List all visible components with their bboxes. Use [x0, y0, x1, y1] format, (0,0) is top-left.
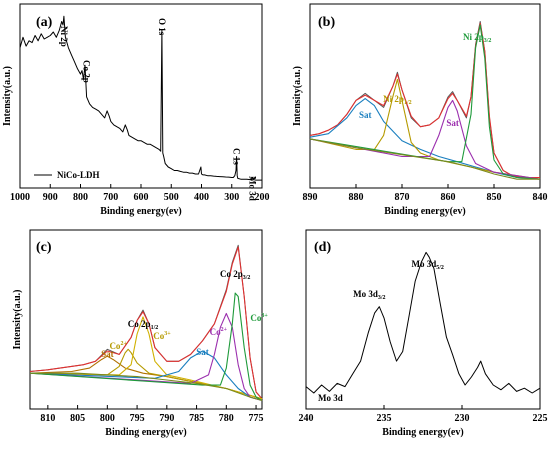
x-tick-label: 890 — [303, 192, 318, 203]
panel-label: (d) — [314, 240, 331, 255]
x-tick-label: 700 — [103, 192, 118, 203]
peak-label: C 1s — [232, 148, 242, 165]
peak-label: Sat — [359, 110, 372, 120]
y-axis-title: Intensity(a.u.) — [292, 66, 303, 126]
series-line-envelope — [29, 246, 263, 400]
peak-label: Mo 3d5/2 — [411, 259, 443, 271]
peak-label: Mo 3d — [247, 176, 257, 201]
series-line-raw — [309, 21, 540, 178]
panel-d: 240 235 230 225 Binding energy(ev) (d) Mo 3d5/… — [299, 229, 548, 438]
series-line-co3-778- — [29, 292, 263, 401]
x-tick-label: 840 — [533, 192, 548, 203]
series-line-ni-2p3-2 — [309, 24, 541, 180]
series-line-envelope — [309, 22, 540, 179]
peak-label: Co 2p — [82, 60, 92, 83]
peak-label: O 1s — [157, 18, 167, 36]
x-tick-label: 200 — [255, 192, 270, 203]
plot-frame — [19, 3, 263, 189]
peak-label: Co 2p1/2 — [128, 319, 158, 331]
x-tick-label: 860 — [441, 192, 456, 203]
x-tick-label: 800 — [73, 192, 88, 203]
x-tick-label: 225 — [533, 413, 548, 424]
y-axis-title: Intensity(a.u.) — [12, 289, 23, 349]
series-line-co3-794- — [29, 316, 263, 400]
panel-c: 810 805 800 795 790 785 780 775 Binding energy(e… — [12, 229, 268, 438]
series-line-baseline — [30, 372, 263, 402]
plot-frame — [305, 229, 541, 410]
x-tick-label: 795 — [130, 413, 145, 424]
series-line-co2-796-5- — [29, 348, 263, 400]
x-tick-label: 810 — [40, 413, 55, 424]
series-line-0 — [19, 15, 262, 181]
peak-label: Sat — [446, 118, 459, 128]
peak-label: Co2+ — [210, 327, 228, 337]
x-tick-label: 235 — [377, 413, 392, 424]
peak-label: Sat — [196, 347, 209, 357]
x-tick-label: 850 — [487, 192, 502, 203]
x-tick-label: 500 — [164, 192, 179, 203]
x-tick-label: 230 — [455, 413, 470, 424]
x-tick-label: 880 — [349, 192, 364, 203]
panel-label: (a) — [36, 15, 53, 30]
y-axis-title: Intensity(a.u.) — [2, 66, 13, 126]
legend-label: Mo 3d — [318, 393, 343, 403]
x-tick-label: 800 — [100, 413, 115, 424]
series-line-sat-859- — [309, 99, 541, 180]
x-tick-label: 400 — [194, 192, 209, 203]
series-line-sat-784- — [29, 350, 263, 402]
peak-label: Ni 2p1/2 — [383, 94, 411, 106]
x-tick-label: 775 — [249, 413, 264, 424]
plot-frame — [29, 229, 263, 410]
series-line-baseline — [309, 138, 540, 180]
series-line-sat-878- — [309, 98, 541, 180]
panel-a: 1000 900 800 700 600 500 400 300 200 Binding ener… — [2, 3, 270, 217]
panel-label: (b) — [318, 15, 335, 30]
x-tick-label: 870 — [395, 192, 410, 203]
x-axis-title: Binding energy(ev) — [100, 206, 181, 217]
x-tick-label: 240 — [299, 413, 314, 424]
x-axis-title: Binding energy(ev) — [105, 427, 186, 438]
peak-label: Co2+ — [109, 341, 127, 351]
x-axis-title: Binding energy(ev) — [382, 427, 463, 438]
x-tick-label: 1000 — [10, 192, 30, 203]
x-tick-label: 300 — [224, 192, 239, 203]
x-tick-label: 805 — [70, 413, 85, 424]
x-tick-label: 600 — [134, 192, 149, 203]
x-tick-label: 785 — [189, 413, 204, 424]
x-tick-label: 900 — [43, 192, 58, 203]
peak-label: Co 2p3/2 — [220, 269, 250, 281]
series-line-ni-2p1-2 — [309, 78, 541, 180]
series-line-0 — [305, 251, 541, 394]
peak-label: Ni 2p3/2 — [463, 32, 491, 44]
peak-label: Sat — [101, 349, 114, 359]
panel-label: (c) — [36, 240, 52, 255]
x-axis-title: Binding energy(ev) — [384, 206, 465, 217]
peak-label: Co3+ — [153, 331, 171, 341]
panel-b: 890 880 870 860 850 840 Binding energy(ev) Inte… — [292, 3, 548, 217]
series-line-co2-780- — [29, 312, 263, 402]
x-tick-label: 780 — [219, 413, 234, 424]
peak-label: Ni 2p — [59, 26, 69, 47]
legend-label: NiCo-LDH — [57, 170, 100, 180]
plot-frame — [309, 3, 541, 189]
x-tick-label: 790 — [159, 413, 174, 424]
peak-label: Mo 3d3/2 — [353, 289, 385, 301]
peak-label: Co3+ — [250, 313, 268, 323]
